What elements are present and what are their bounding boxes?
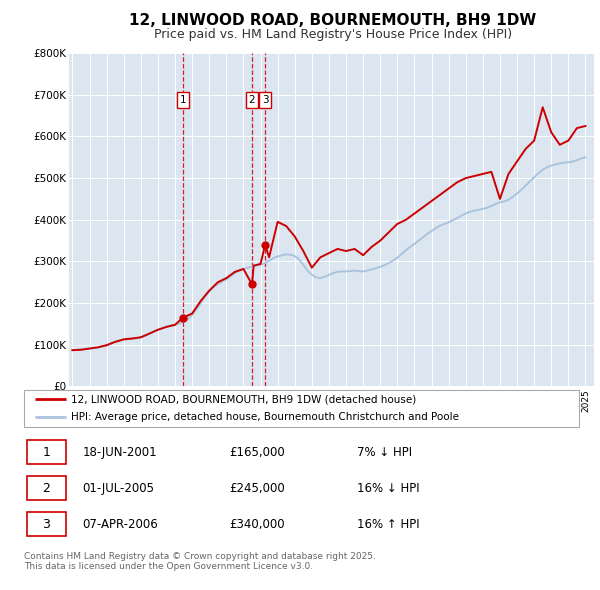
Text: 2: 2 (42, 481, 50, 495)
Text: £165,000: £165,000 (229, 445, 285, 458)
Text: 1: 1 (42, 445, 50, 458)
Text: 1: 1 (179, 95, 186, 105)
Text: 7% ↓ HPI: 7% ↓ HPI (357, 445, 412, 458)
Text: 3: 3 (42, 518, 50, 531)
Text: 16% ↑ HPI: 16% ↑ HPI (357, 518, 419, 531)
FancyBboxPatch shape (24, 390, 579, 427)
Text: 12, LINWOOD ROAD, BOURNEMOUTH, BH9 1DW: 12, LINWOOD ROAD, BOURNEMOUTH, BH9 1DW (130, 13, 536, 28)
FancyBboxPatch shape (27, 440, 65, 464)
Text: 01-JUL-2005: 01-JUL-2005 (82, 481, 154, 495)
FancyBboxPatch shape (27, 512, 65, 536)
FancyBboxPatch shape (27, 476, 65, 500)
Text: 2: 2 (248, 95, 255, 105)
Text: 07-APR-2006: 07-APR-2006 (82, 518, 158, 531)
Text: HPI: Average price, detached house, Bournemouth Christchurch and Poole: HPI: Average price, detached house, Bour… (71, 412, 459, 422)
Text: £340,000: £340,000 (229, 518, 285, 531)
Text: £245,000: £245,000 (229, 481, 285, 495)
Text: 3: 3 (262, 95, 268, 105)
Text: Price paid vs. HM Land Registry's House Price Index (HPI): Price paid vs. HM Land Registry's House … (154, 28, 512, 41)
Text: 16% ↓ HPI: 16% ↓ HPI (357, 481, 419, 495)
Text: Contains HM Land Registry data © Crown copyright and database right 2025.
This d: Contains HM Land Registry data © Crown c… (24, 552, 376, 571)
Text: 12, LINWOOD ROAD, BOURNEMOUTH, BH9 1DW (detached house): 12, LINWOOD ROAD, BOURNEMOUTH, BH9 1DW (… (71, 394, 416, 404)
Text: 18-JUN-2001: 18-JUN-2001 (82, 445, 157, 458)
